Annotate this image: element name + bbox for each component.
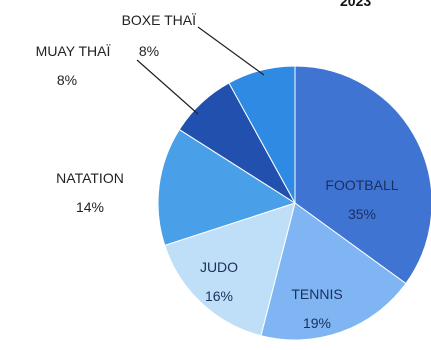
slice-value-football: 35% [348, 206, 376, 222]
pie-slice-football [294, 65, 431, 285]
pie-slice-natation [157, 128, 297, 246]
pie-slice-tennis [260, 202, 407, 341]
pie-slices [157, 65, 431, 341]
pie-slice-judo [164, 202, 296, 337]
slice-value-tennis: 19% [303, 315, 331, 331]
slice-label-natation: NATATION [56, 170, 124, 186]
slice-label-football: FOOTBALL [325, 177, 398, 193]
pie-slice-boxe-tha [228, 65, 296, 204]
slice-label-tennis: TENNIS [291, 286, 342, 302]
slice-value-natation: 14% [76, 199, 104, 215]
slice-value-judo: 16% [205, 288, 233, 304]
slice-label-muay-thai: MUAY THAÏ [36, 43, 111, 59]
slice-label-judo: JUDO [200, 259, 238, 275]
leader-line-muay-thai [136, 59, 199, 115]
chart-title: 2023 [340, 0, 371, 9]
slice-value-muay-thai: 8% [57, 72, 77, 88]
slice-label-boxe-thai: BOXE THAÏ [122, 12, 197, 28]
slice-value-boxe-thai: 8% [139, 43, 159, 59]
leader-line-boxe-thai [197, 26, 265, 76]
